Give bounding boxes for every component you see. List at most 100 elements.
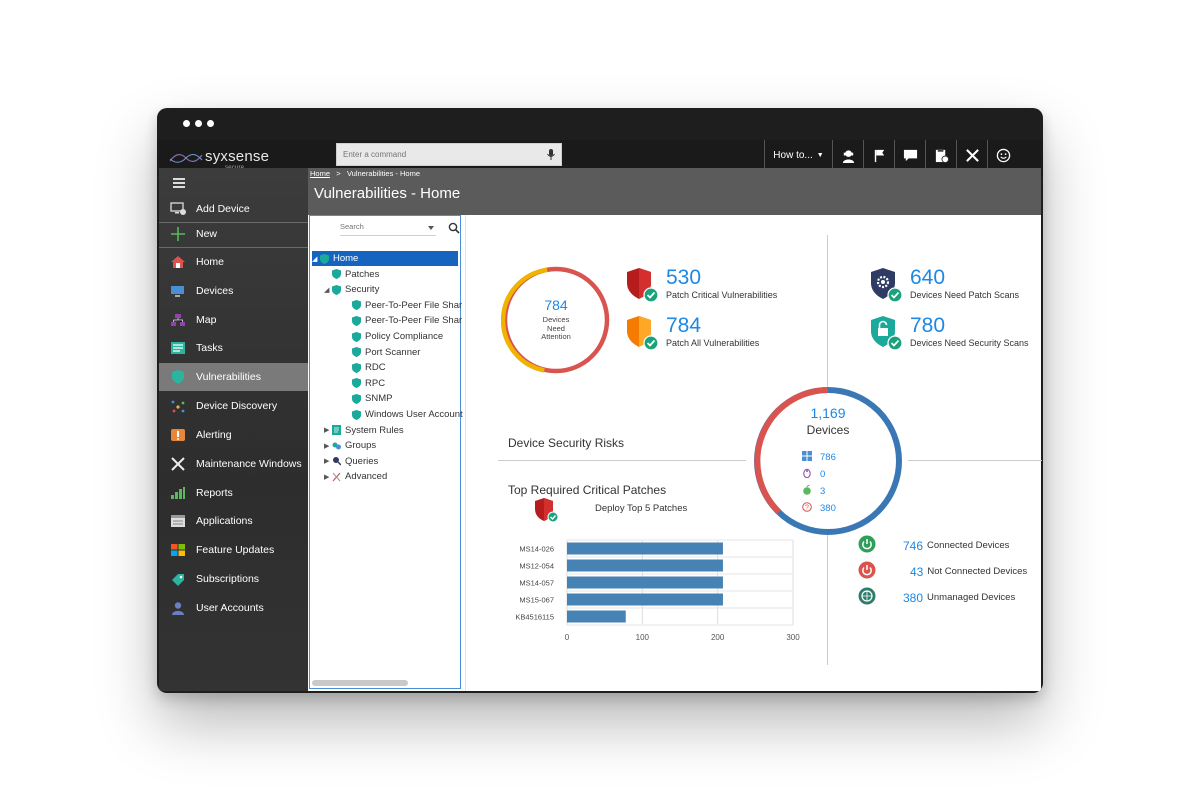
sidebar-item-tasks[interactable]: Tasks — [159, 334, 308, 362]
shield-icon — [352, 347, 361, 358]
devices-icon — [170, 284, 186, 298]
expanded-arrow-icon[interactable]: ◢ — [312, 255, 318, 263]
sidebar-item-user-accounts[interactable]: User Accounts — [159, 594, 308, 622]
os-row-apple[interactable]: 3 — [802, 484, 825, 498]
maintenance-icon — [170, 457, 186, 471]
collapsed-arrow-icon[interactable]: ▶ — [324, 458, 330, 466]
smiley-button[interactable] — [987, 140, 1018, 170]
bar-ms14-057[interactable] — [567, 576, 723, 589]
stat-security-scans-label: Devices Need Security Scans — [910, 338, 1029, 348]
support-button[interactable] — [832, 140, 863, 170]
stat-security-scans[interactable]: 780 Devices Need Security Scans — [870, 315, 1029, 351]
app-logo[interactable]: syxsense secure — [169, 148, 270, 171]
os-row-unknown[interactable]: ? 380 — [802, 502, 836, 515]
tree-node-security[interactable]: ◢ Security — [324, 282, 379, 297]
sidebar-item-alerting[interactable]: Alerting — [159, 421, 308, 449]
reports-icon — [170, 486, 186, 500]
collapsed-arrow-icon[interactable]: ▶ — [324, 442, 330, 450]
search-icon[interactable] — [448, 222, 460, 234]
sidebar-item-reports[interactable]: Reports — [159, 479, 308, 507]
sidebar-item-device-discovery[interactable]: Device Discovery — [159, 392, 308, 420]
tree-node-policy-compliance[interactable]: Policy Compliance — [344, 329, 443, 344]
tree-node-label: RDC — [365, 362, 386, 374]
command-box[interactable] — [336, 143, 562, 166]
sidebar-item-add-device[interactable]: Add Device — [159, 195, 308, 223]
sidebar-item-label: Home — [196, 256, 225, 268]
tree-node-advanced[interactable]: ▶ Advanced — [324, 469, 387, 484]
power-icon — [858, 561, 876, 582]
sidebar-item-new[interactable]: New — [159, 220, 308, 248]
critical-shield-icon — [627, 268, 659, 303]
tree-node-rpc[interactable]: RPC — [344, 376, 385, 391]
connection-row-connected[interactable]: 746 Connected Devices — [858, 535, 1009, 556]
flag-button[interactable] — [863, 140, 894, 170]
tools-button[interactable] — [956, 140, 987, 170]
tree-node-patches[interactable]: Patches — [324, 267, 379, 282]
howto-button[interactable]: How to... ▼ — [764, 140, 832, 170]
tree-search-input[interactable] — [340, 222, 424, 231]
tree-node-home[interactable]: ◢ Home — [312, 251, 458, 266]
dashboard-panel: 784 Devices Need Attention 530 Patch Cr — [465, 215, 1042, 691]
os-row-linux[interactable]: 0 — [802, 468, 825, 481]
sidebar-item-vulnerabilities[interactable]: Vulnerabilities — [159, 363, 308, 391]
tree-node-rdc[interactable]: RDC — [344, 360, 386, 375]
devices-label: Devices — [806, 423, 850, 437]
devices-ring-chart — [754, 387, 902, 535]
os-row-windows[interactable]: 786 — [802, 451, 836, 464]
tree-node-windows-user-account[interactable]: Windows User Account — [344, 407, 463, 422]
svg-text:?: ? — [805, 505, 809, 512]
hamburger-menu-icon[interactable] — [173, 178, 185, 188]
divider-right — [908, 460, 1042, 461]
bar-ms12-054[interactable] — [567, 559, 723, 572]
tree-search[interactable] — [340, 222, 436, 236]
collapsed-arrow-icon[interactable]: ▶ — [324, 473, 330, 481]
expanded-arrow-icon[interactable]: ◢ — [324, 286, 330, 294]
clipboard-button[interactable] — [925, 140, 956, 170]
search-dropdown-icon[interactable] — [428, 226, 434, 230]
tree-node-queries[interactable]: ▶ Queries — [324, 454, 378, 469]
collapsed-arrow-icon[interactable]: ▶ — [324, 427, 330, 435]
toolbar: How to... ▼ — [764, 140, 1018, 172]
sidebar-item-home[interactable]: Home — [159, 248, 308, 276]
logo-wave-icon — [169, 154, 203, 163]
sidebar-item-label: User Accounts — [196, 602, 264, 614]
tree-node-peer-to-peer-file-shar[interactable]: Peer-To-Peer File Shar — [344, 298, 462, 313]
sidebar-item-subscriptions[interactable]: Subscriptions — [159, 565, 308, 593]
sidebar-item-map[interactable]: Map — [159, 306, 308, 334]
tree-node-label: Home — [333, 253, 359, 264]
deploy-shield-icon[interactable] — [534, 497, 562, 525]
stat-patch-scans[interactable]: 640 Devices Need Patch Scans — [870, 267, 1019, 303]
connection-row-unmanaged[interactable]: 380 Unmanaged Devices — [858, 587, 1015, 608]
shield-icon — [352, 331, 361, 342]
bar-kb4516115[interactable] — [567, 610, 626, 623]
command-input[interactable] — [337, 144, 527, 165]
stat-all[interactable]: 784 Patch All Vulnerabilities — [626, 315, 759, 351]
tree-scrollbar[interactable] — [312, 680, 408, 686]
tree-node-snmp[interactable]: SNMP — [344, 391, 392, 406]
howto-label: How to... — [773, 149, 813, 161]
microphone-icon[interactable] — [547, 149, 555, 161]
tree-node-port-scanner[interactable]: Port Scanner — [344, 345, 420, 360]
sidebar-item-applications[interactable]: Applications — [159, 507, 308, 535]
user-icon — [170, 601, 186, 615]
stat-patch-scans-label: Devices Need Patch Scans — [910, 290, 1020, 300]
breadcrumb-home-link[interactable]: Home — [310, 169, 331, 178]
sidebar-item-maintenance-windows[interactable]: Maintenance Windows — [159, 450, 308, 478]
connection-row-not-connected[interactable]: 43 Not Connected Devices — [858, 561, 1027, 582]
connection-count: 380 — [903, 590, 924, 605]
sidebar: Add Device New Home Devices Map Tasks Vulnerab… — [159, 168, 308, 691]
bar-ms15-067[interactable] — [567, 593, 723, 606]
tree-node-groups[interactable]: ▶ Groups — [324, 438, 376, 453]
chat-button[interactable] — [894, 140, 925, 170]
sidebar-item-feature-updates[interactable]: Feature Updates — [159, 536, 308, 564]
bar-ms14-026[interactable] — [567, 542, 723, 555]
tree-node-system-rules[interactable]: ▶ System Rules — [324, 423, 404, 438]
logo-text: syxsense — [205, 148, 270, 165]
tree-node-label: Patches — [345, 268, 380, 280]
tree-node-peer-to-peer-file-shar[interactable]: Peer-To-Peer File Shar — [344, 313, 462, 328]
deploy-top-patches-link[interactable]: Deploy Top 5 Patches — [595, 503, 688, 514]
alert-icon — [170, 428, 186, 442]
sidebar-item-devices[interactable]: Devices — [159, 277, 308, 305]
connection-count: 746 — [903, 538, 924, 553]
stat-critical[interactable]: 530 Patch Critical Vulnerabilities — [626, 267, 777, 303]
